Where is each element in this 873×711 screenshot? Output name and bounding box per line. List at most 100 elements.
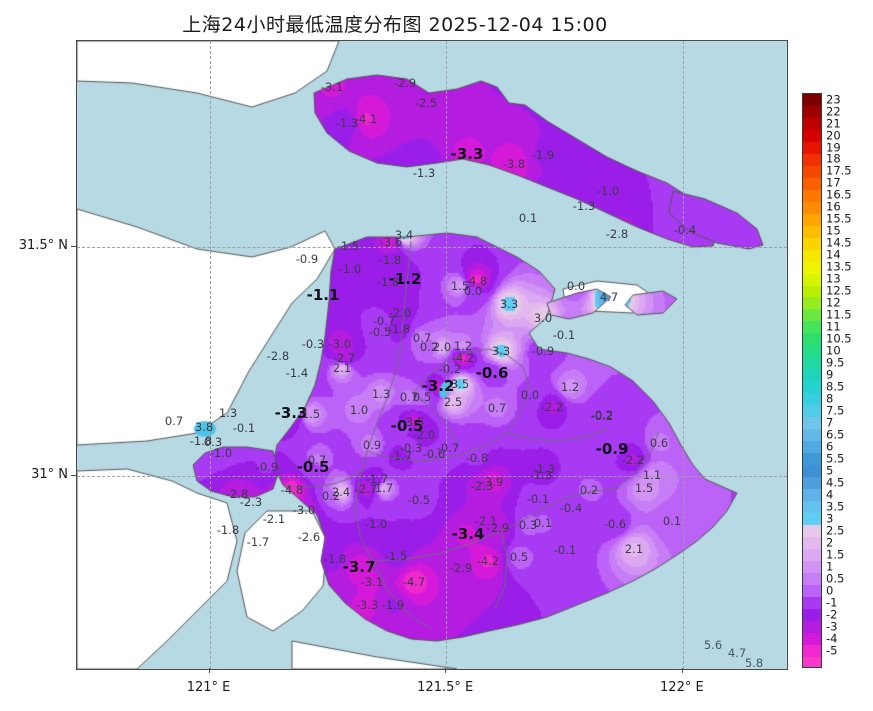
colorbar-tick-label: 8 [826, 391, 834, 406]
colorbar-tick-label: 6.5 [826, 427, 845, 442]
page-title: 上海24小时最低温度分布图 2025-12-04 15:00 [182, 14, 608, 36]
colorbar-tick-label: 21 [826, 115, 841, 130]
colorbar-gradient [802, 93, 822, 668]
colorbar-tick-label: 3.5 [826, 499, 845, 514]
x-axis-tick-label: 121° E [186, 680, 231, 695]
y-axis-tick-mark [71, 475, 76, 477]
colorbar-segment [803, 105, 821, 118]
colorbar-segment [803, 584, 821, 597]
colorbar-segment [803, 393, 821, 406]
colorbar-tick-label: 2 [826, 535, 834, 550]
colorbar-segment [803, 273, 821, 286]
colorbar-tick-label: -5 [826, 642, 838, 657]
colorbar-tick-label: -2 [826, 606, 838, 621]
colorbar-tick-label: 9 [826, 367, 834, 382]
colorbar-segment [803, 500, 821, 513]
colorbar-tick-label: 22 [826, 103, 841, 118]
colorbar-segment [803, 512, 821, 525]
colorbar-segment [803, 153, 821, 166]
colorbar-tick-label: 9.5 [826, 355, 845, 370]
colorbar-tick-label: 8.5 [826, 379, 845, 394]
colorbar-segment [803, 261, 821, 274]
x-axis-tick-mark [445, 668, 447, 673]
x-axis-tick-label: 121.5° E [417, 680, 474, 695]
colorbar-tick-label: 20 [826, 127, 841, 142]
colorbar-segment [803, 465, 821, 477]
colorbar-segment [803, 225, 821, 238]
colorbar-segment [803, 381, 821, 394]
colorbar-segment [803, 129, 821, 142]
colorbar-tick-label: 11 [826, 319, 841, 334]
colorbar-segment [803, 429, 821, 442]
colorbar-segment [803, 405, 821, 418]
x-axis-tick-label: 122° E [660, 680, 704, 695]
colorbar-tick-label: 11.5 [826, 307, 852, 322]
colorbar-tick-label: 1 [826, 559, 834, 574]
colorbar-tick-label: 14 [826, 247, 841, 262]
colorbar-tick-label: 10 [826, 343, 841, 358]
colorbar-tick-label: 13 [826, 271, 841, 286]
colorbar-segment [803, 165, 821, 178]
colorbar-segment [803, 477, 821, 489]
colorbar[interactable]: 23 22 21 20 19 18 17.5 17 16.5 16 15.5 15 14.5 14 13.5… [802, 93, 868, 668]
colorbar-tick-label: 15 [826, 223, 841, 238]
colorbar-tick-label: 19 [826, 139, 841, 154]
colorbar-tick-label: 5.5 [826, 451, 845, 466]
y-axis-tick-label: 31° N [31, 467, 68, 483]
colorbar-tick-label: 1.5 [826, 547, 845, 562]
colorbar-tick-label: 12.5 [826, 283, 852, 298]
colorbar-tick-label: 18 [826, 151, 841, 166]
colorbar-tick-label: 12 [826, 295, 841, 310]
colorbar-tick-label: 0.5 [826, 571, 845, 585]
colorbar-segment [803, 560, 821, 573]
colorbar-tick-label: 10.5 [826, 331, 852, 346]
colorbar-segment [803, 548, 821, 561]
colorbar-tick-label: 14.5 [826, 235, 852, 250]
colorbar-tick-label: -4 [826, 630, 838, 645]
colorbar-tick-label: 16.5 [826, 187, 852, 202]
colorbar-segment [803, 94, 821, 106]
colorbar-tick-label: 7.5 [826, 403, 845, 418]
colorbar-segment [803, 620, 821, 633]
colorbar-tick-label: -3 [826, 618, 838, 633]
colorbar-segment [803, 285, 821, 298]
colorbar-segment [803, 321, 821, 334]
colorbar-segment [803, 237, 821, 250]
map-plot-area[interactable]: -3.1 -2.9 -2.5 -1.3 -4.1 -3.3 -1.3 -3.8 -1.9 -1.0… [76, 40, 788, 670]
colorbar-segment [803, 453, 821, 466]
colorbar-segment [803, 213, 821, 226]
colorbar-tick-label: 13.5 [826, 259, 852, 274]
colorbar-segment [803, 524, 821, 537]
colorbar-segment [803, 249, 821, 262]
y-axis-tick-mark [71, 246, 76, 248]
colorbar-segment [803, 369, 821, 382]
colorbar-segment [803, 417, 821, 430]
colorbar-segment [803, 141, 821, 154]
colorbar-segment [803, 117, 821, 130]
colorbar-tick-label: -1 [826, 594, 838, 609]
colorbar-segment [803, 536, 821, 549]
colorbar-segment [803, 596, 821, 609]
colorbar-tick-label: 23 [826, 91, 841, 106]
colorbar-segment [803, 177, 821, 190]
colorbar-segment [803, 189, 821, 202]
colorbar-tick-labels: 23 22 21 20 19 18 17.5 17 16.5 16 15.5 15 14.5 14 13.5… [826, 93, 868, 668]
colorbar-segment [803, 309, 821, 322]
y-axis-tick-label: 31.5° N [18, 238, 68, 254]
colorbar-tick-label: 6 [826, 439, 834, 454]
colorbar-segment [803, 608, 821, 621]
colorbar-tick-label: 2.5 [826, 523, 845, 538]
colorbar-tick-label: 16 [826, 199, 841, 214]
colorbar-segment [803, 644, 821, 657]
colorbar-tick-label: 7 [826, 415, 834, 430]
colorbar-segment [803, 572, 821, 585]
colorbar-segment [803, 345, 821, 358]
colorbar-segment [803, 441, 821, 454]
colorbar-tick-label: 5 [826, 463, 834, 478]
colorbar-tick-label: 3 [826, 511, 834, 526]
colorbar-tick-label: 17.5 [826, 163, 852, 178]
colorbar-segment [803, 632, 821, 645]
colorbar-segment [803, 201, 821, 214]
temperature-contour-canvas [77, 41, 787, 669]
